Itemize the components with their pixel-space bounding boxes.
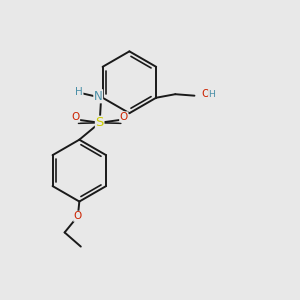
- Text: N: N: [94, 90, 103, 103]
- Text: H: H: [208, 90, 215, 99]
- Text: O: O: [74, 211, 82, 221]
- Text: O: O: [202, 89, 210, 99]
- Text: H: H: [75, 87, 83, 97]
- Text: S: S: [95, 116, 104, 129]
- Text: O: O: [71, 112, 80, 122]
- Text: O: O: [120, 112, 128, 122]
